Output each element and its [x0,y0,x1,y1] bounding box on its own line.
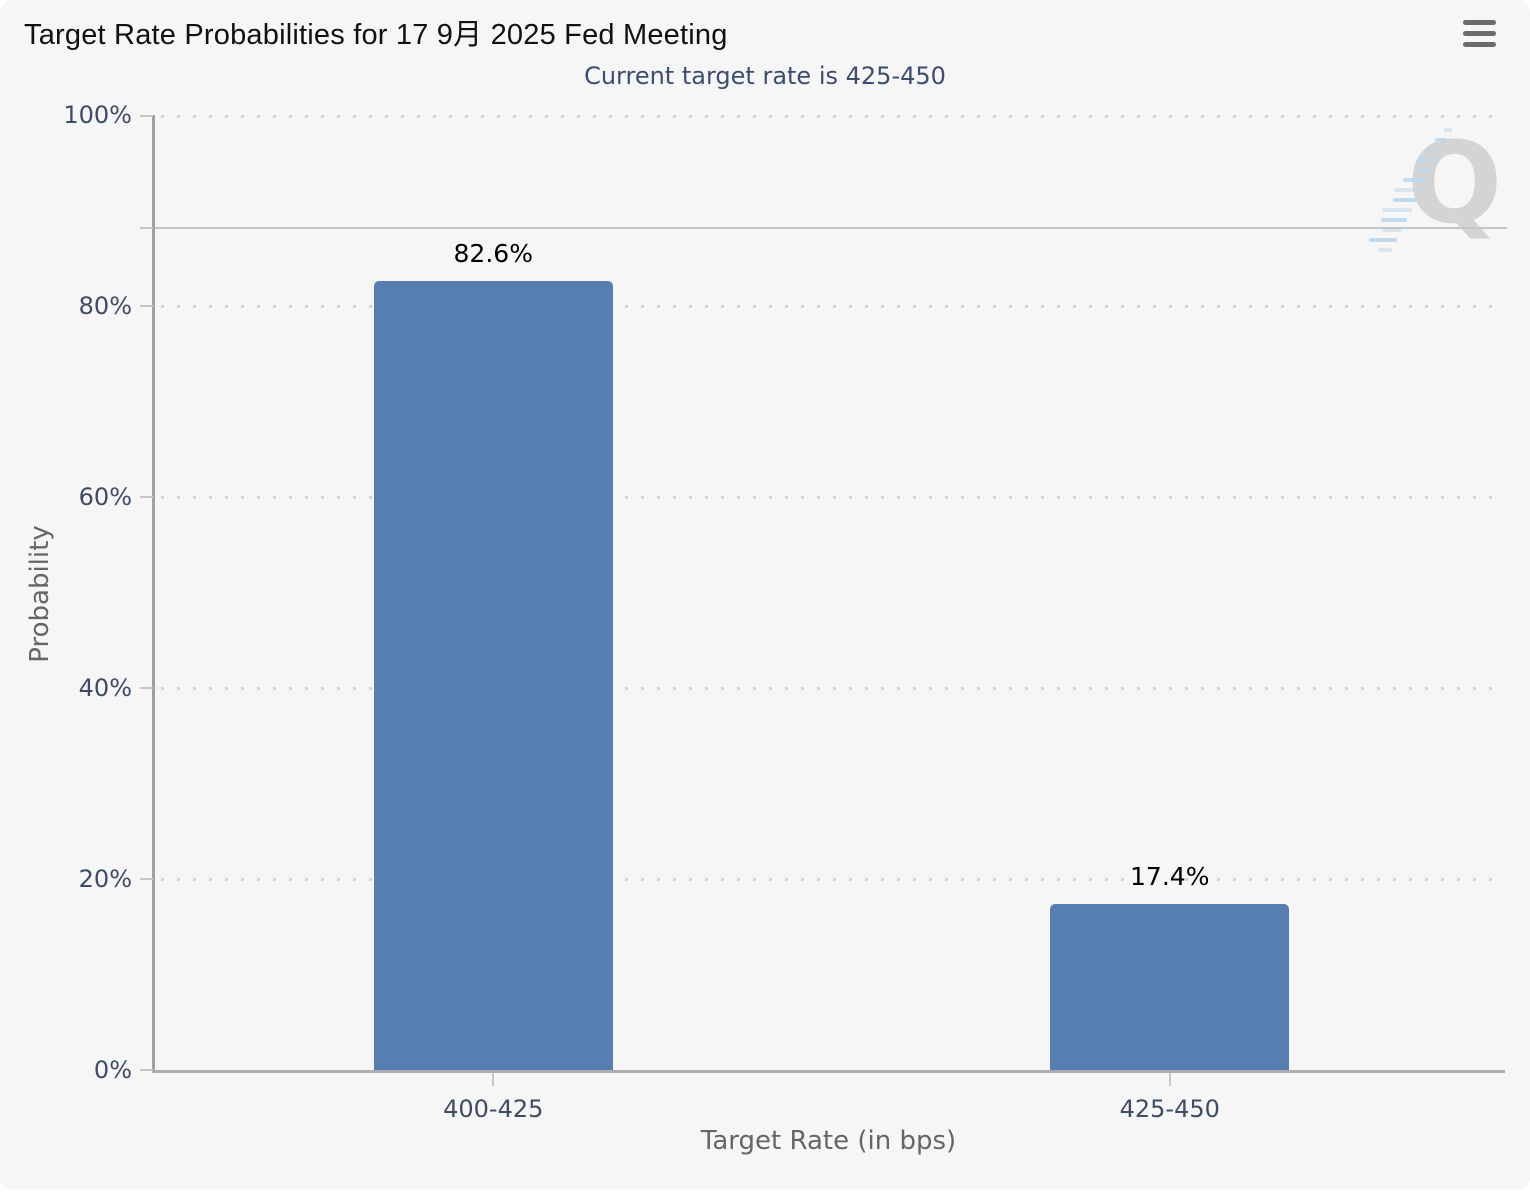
y-axis-tick-label: 100% [63,101,132,129]
hamburger-menu-icon [1463,42,1496,47]
x-axis-tick [1168,1073,1171,1086]
y-axis-tick [140,115,153,117]
data-label: 82.6% [453,239,533,269]
y-axis-tick [140,878,153,880]
plot-area: 0% 20% 40% 60% 80% 100% 82.6% 400-425 17.4% 425-4… [63,102,1507,1123]
chart-context-menu-button[interactable] [1463,20,1496,47]
y-axis-tick [140,496,153,498]
y-axis-tick-label: 20% [78,865,132,893]
gridline [161,878,1505,881]
y-axis-tick-label: 40% [78,674,132,702]
chart-subtitle: Current target rate is 425-450 [584,62,946,90]
y-axis-tick [140,305,153,307]
probability-bar[interactable] [373,281,613,1070]
gridline [161,305,1505,308]
hamburger-menu-icon [1463,31,1496,36]
y-axis-title: Probability [25,525,55,663]
x-axis-category-label: 425-450 [1119,1095,1220,1123]
y-axis-tick [140,687,153,689]
x-axis-category-label: 400-425 [443,1095,544,1123]
probability-bar[interactable] [1050,903,1290,1070]
gridline [161,687,1505,690]
reference-line [155,226,1507,229]
y-axis-tick-label: 60% [78,483,132,511]
gridline [161,115,1505,118]
x-axis-tick [492,1073,495,1086]
data-label: 17.4% [1130,861,1210,891]
chart-title: Target Rate Probabilities for 17 9月 2025… [24,19,728,51]
y-axis-tick-label: 80% [78,292,132,320]
y-axis-tick [140,226,153,229]
gridline [161,496,1505,499]
y-axis-tick [140,1069,153,1071]
hamburger-menu-icon [1463,20,1496,25]
x-axis-title: Target Rate (in bps) [700,1126,957,1156]
y-axis-tick-label: 0% [93,1056,132,1084]
